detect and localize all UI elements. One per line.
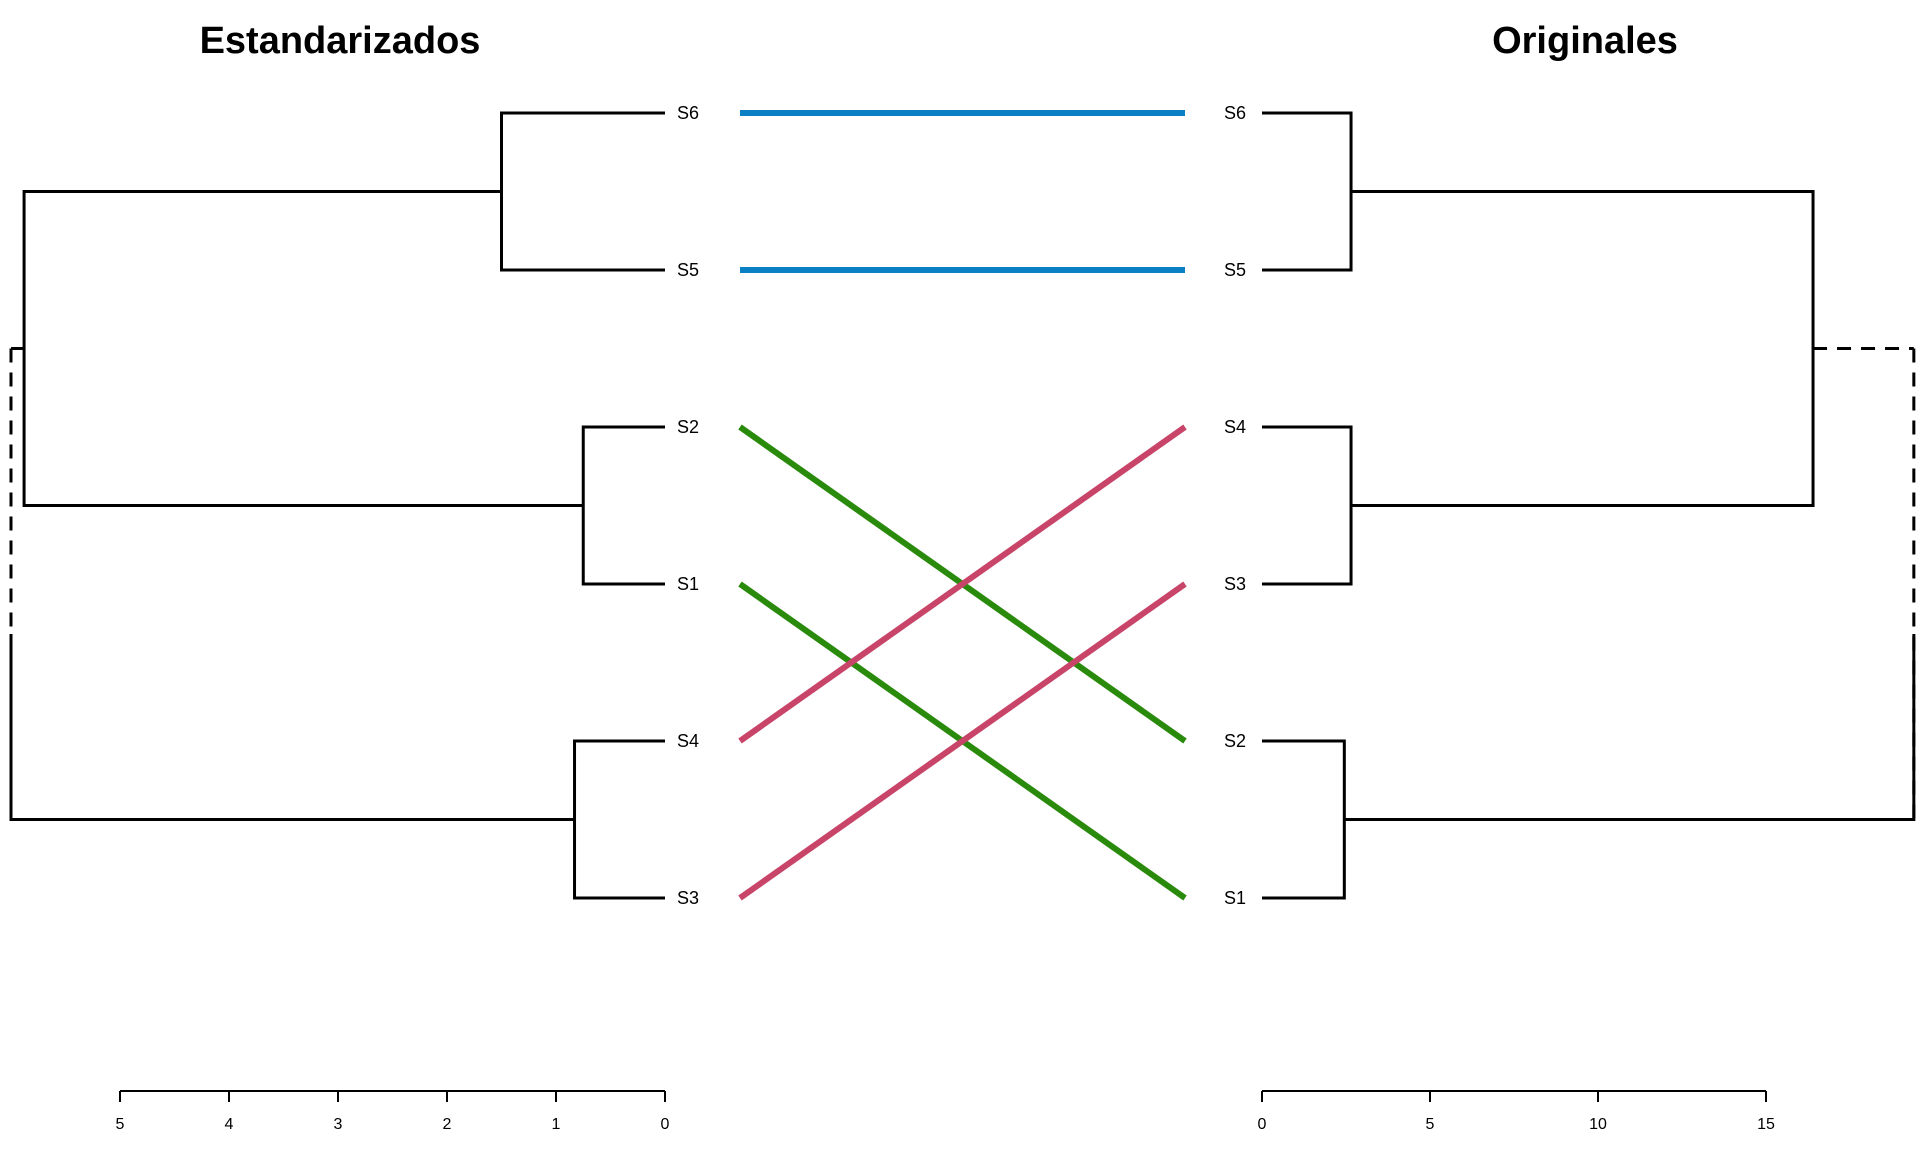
right-axis-tick-label: 15 [1757,1116,1775,1133]
right-leaf-label-s2: S2 [1224,731,1246,751]
right-title: Originales [1492,20,1678,62]
right-leaf-label-s5: S5 [1224,260,1246,280]
left-branch-s4-s3 [573,739,665,900]
left-branch-upper [22,190,584,507]
right-leaf-label-s6: S6 [1224,103,1246,123]
right-leaf-label-s4: S4 [1224,417,1246,437]
left-axis-tick-label: 0 [661,1116,670,1133]
left-axis-tick-label: 2 [443,1116,452,1133]
left-axis-tick-label: 3 [334,1116,343,1133]
left-axis-tick-label: 5 [116,1116,125,1133]
right-branch-upper [1351,190,1815,507]
right-axis-tick-label: 0 [1258,1116,1267,1133]
left-axis-tick-label: 4 [225,1116,234,1133]
right-branch-s6-s5 [1262,111,1353,272]
left-branch-s2-s1 [581,425,665,586]
left-leaf-label-s6: S6 [677,103,699,123]
right-leaf-label-s3: S3 [1224,574,1246,594]
left-leaf-label-s3: S3 [677,888,699,908]
left-axis: 5 4 3 2 1 0 [116,1090,670,1133]
left-axis-tick-label: 1 [552,1116,561,1133]
right-dendrogram: S6 S5 S4 S3 S2 S1 [1224,103,1916,908]
left-dendrogram: S6 S5 S2 S1 S4 S3 [9,103,699,908]
right-branch-s4-s3 [1262,425,1353,586]
left-leaf-label-s4: S4 [677,731,699,751]
right-axis: 0 5 10 15 [1258,1090,1775,1133]
right-leaf-label-s1: S1 [1224,888,1246,908]
left-leaf-label-s1: S1 [677,574,699,594]
connector-s3 [738,581,1187,901]
right-branch-lower [1344,634,1916,821]
right-axis-tick-label: 10 [1589,1116,1607,1133]
connector-s4 [738,424,1187,744]
connector-lines [738,110,1187,901]
left-leaf-label-s2: S2 [677,417,699,437]
left-title: Estandarizados [200,20,481,62]
left-branch-s6-s5 [500,111,665,272]
left-branch-lower [9,634,575,821]
left-leaf-label-s5: S5 [677,260,699,280]
right-branch-s2-s1 [1262,739,1346,900]
right-axis-tick-label: 5 [1426,1116,1435,1133]
